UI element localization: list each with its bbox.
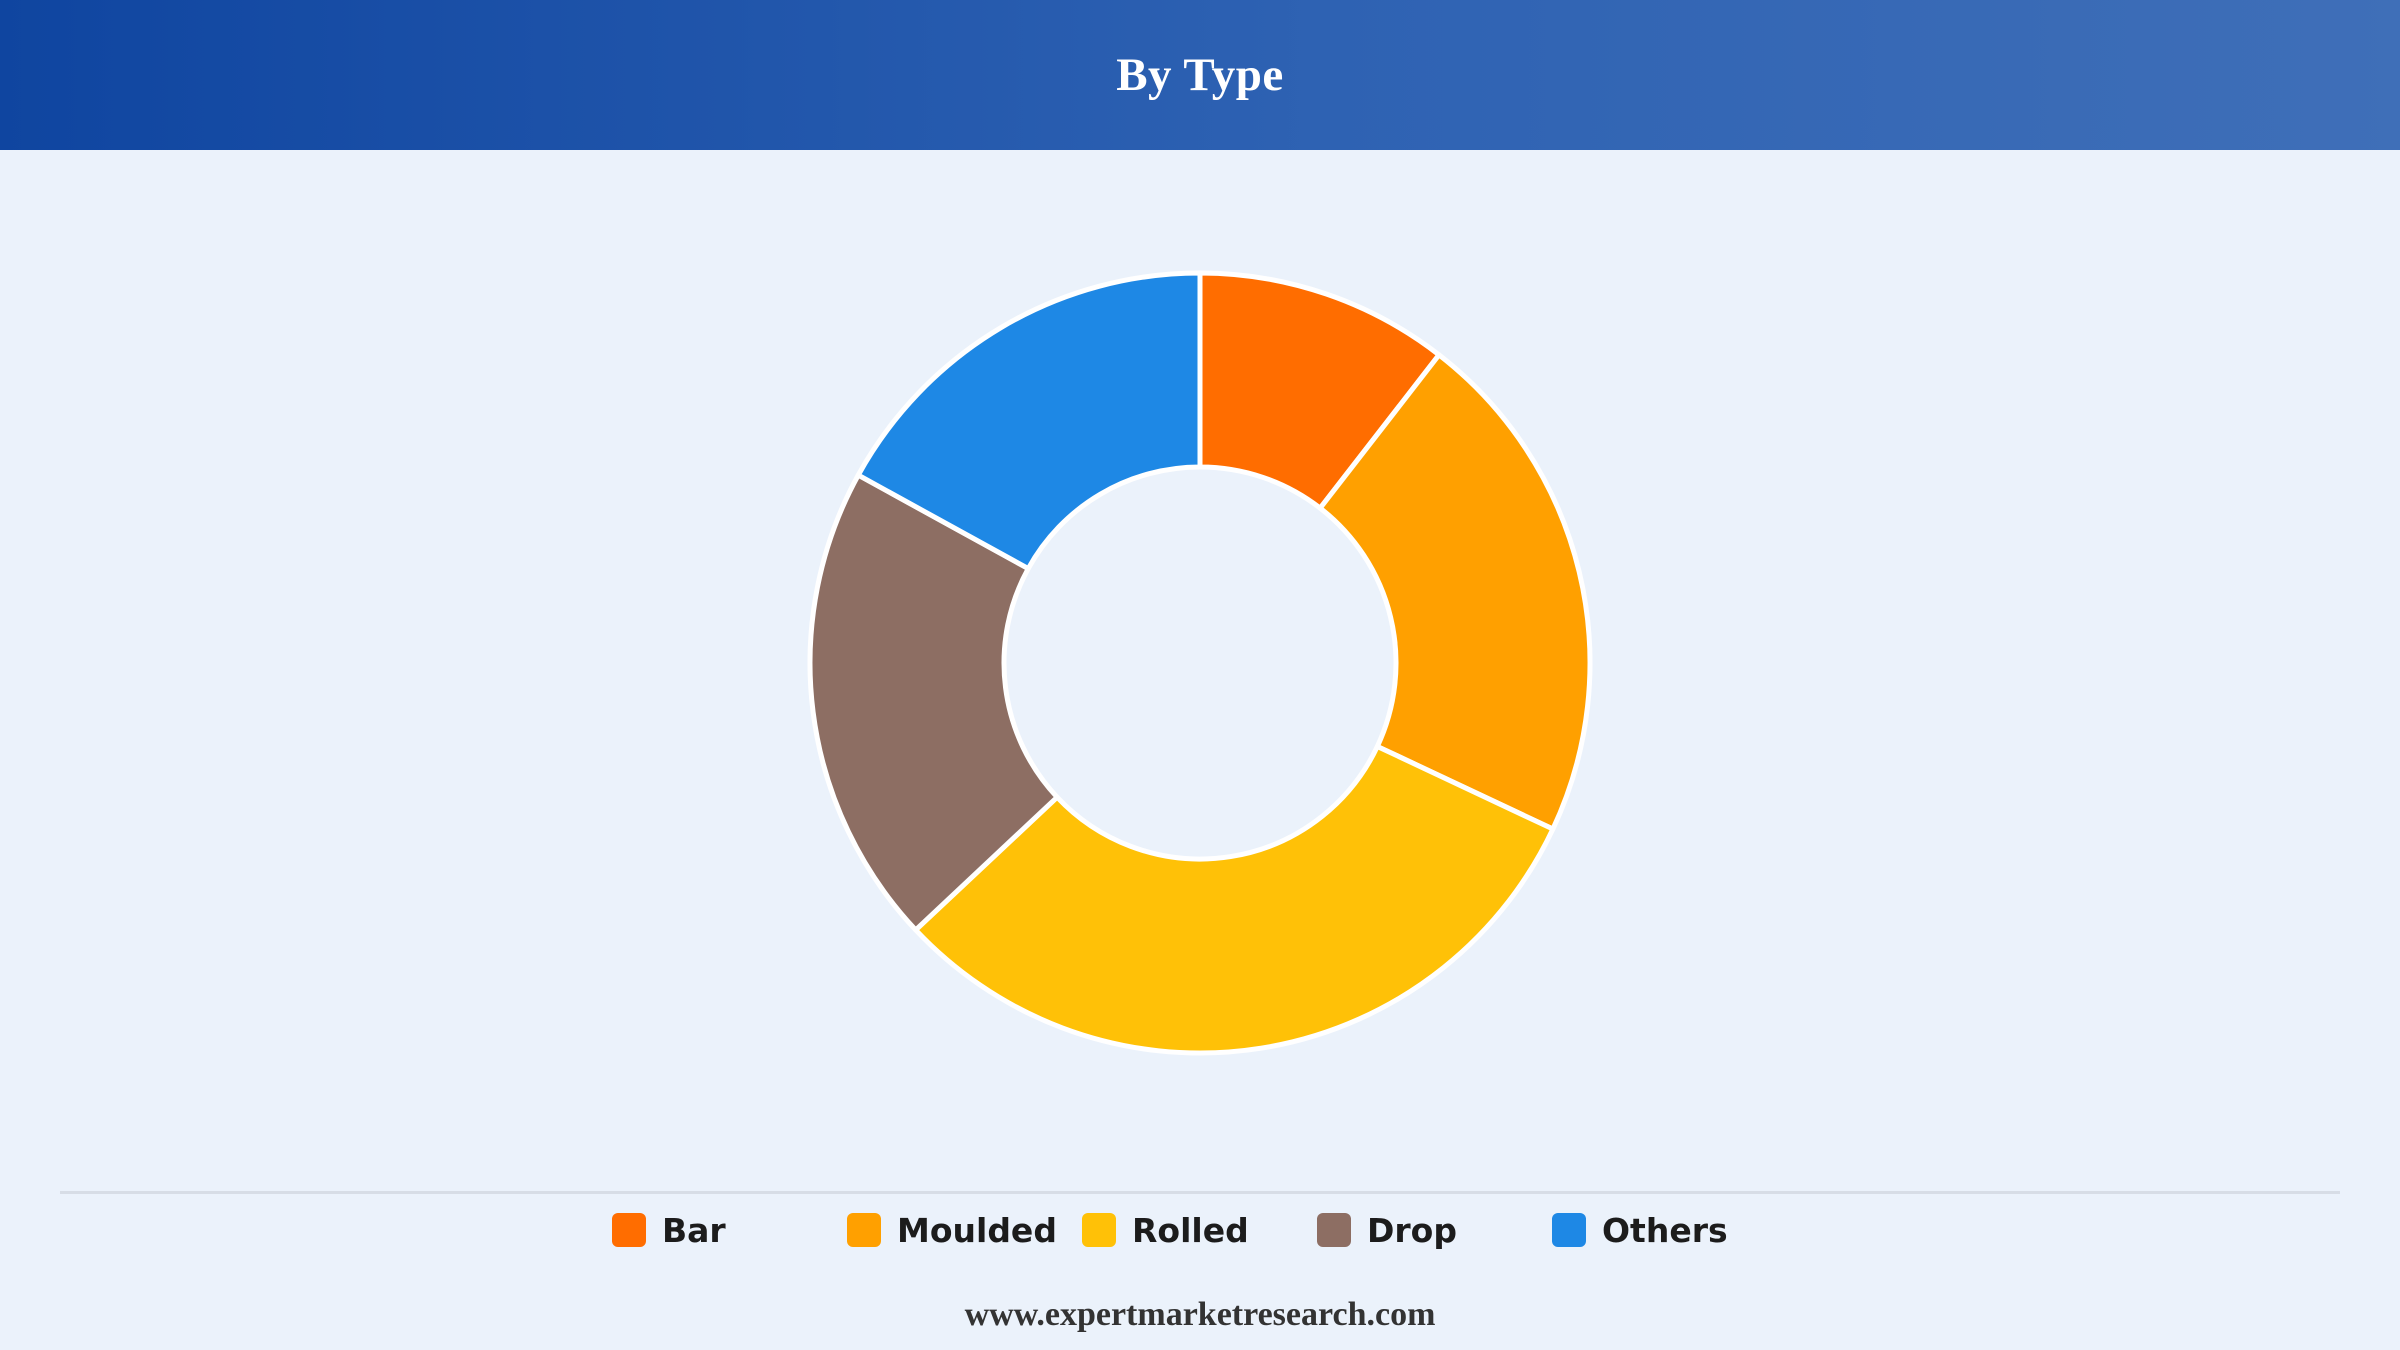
- legend: Bar Moulded Rolled Drop Others: [0, 1206, 2400, 1254]
- legend-swatch-bar: [612, 1213, 646, 1247]
- legend-swatch-drop: [1317, 1213, 1351, 1247]
- legend-item-rolled[interactable]: Rolled: [1082, 1206, 1249, 1254]
- legend-label-drop: Drop: [1367, 1210, 1457, 1250]
- legend-label-others: Others: [1602, 1210, 1728, 1250]
- legend-divider: [60, 1191, 2340, 1194]
- donut-slice-rolled[interactable]: [913, 743, 1556, 1056]
- chart-title: By Type: [1116, 49, 1284, 101]
- legend-label-bar: Bar: [662, 1210, 726, 1250]
- legend-item-bar[interactable]: Bar: [612, 1206, 726, 1254]
- chart-area: [0, 150, 2400, 1190]
- legend-label-moulded: Moulded: [897, 1210, 1057, 1250]
- legend-swatch-rolled: [1082, 1213, 1116, 1247]
- legend-swatch-others: [1552, 1213, 1586, 1247]
- donut-slice-moulded[interactable]: [1317, 352, 1593, 832]
- legend-item-others[interactable]: Others: [1552, 1206, 1728, 1254]
- legend-item-moulded[interactable]: Moulded: [847, 1206, 1057, 1254]
- legend-item-drop[interactable]: Drop: [1317, 1206, 1457, 1254]
- header-banner: By Type: [0, 0, 2400, 150]
- legend-swatch-moulded: [847, 1213, 881, 1247]
- source-url: www.expertmarketresearch.com: [964, 1296, 1436, 1333]
- legend-label-rolled: Rolled: [1132, 1210, 1249, 1250]
- donut-chart: [807, 270, 1593, 1056]
- donut-slice-others[interactable]: [855, 270, 1203, 572]
- donut-slice-drop[interactable]: [807, 472, 1060, 933]
